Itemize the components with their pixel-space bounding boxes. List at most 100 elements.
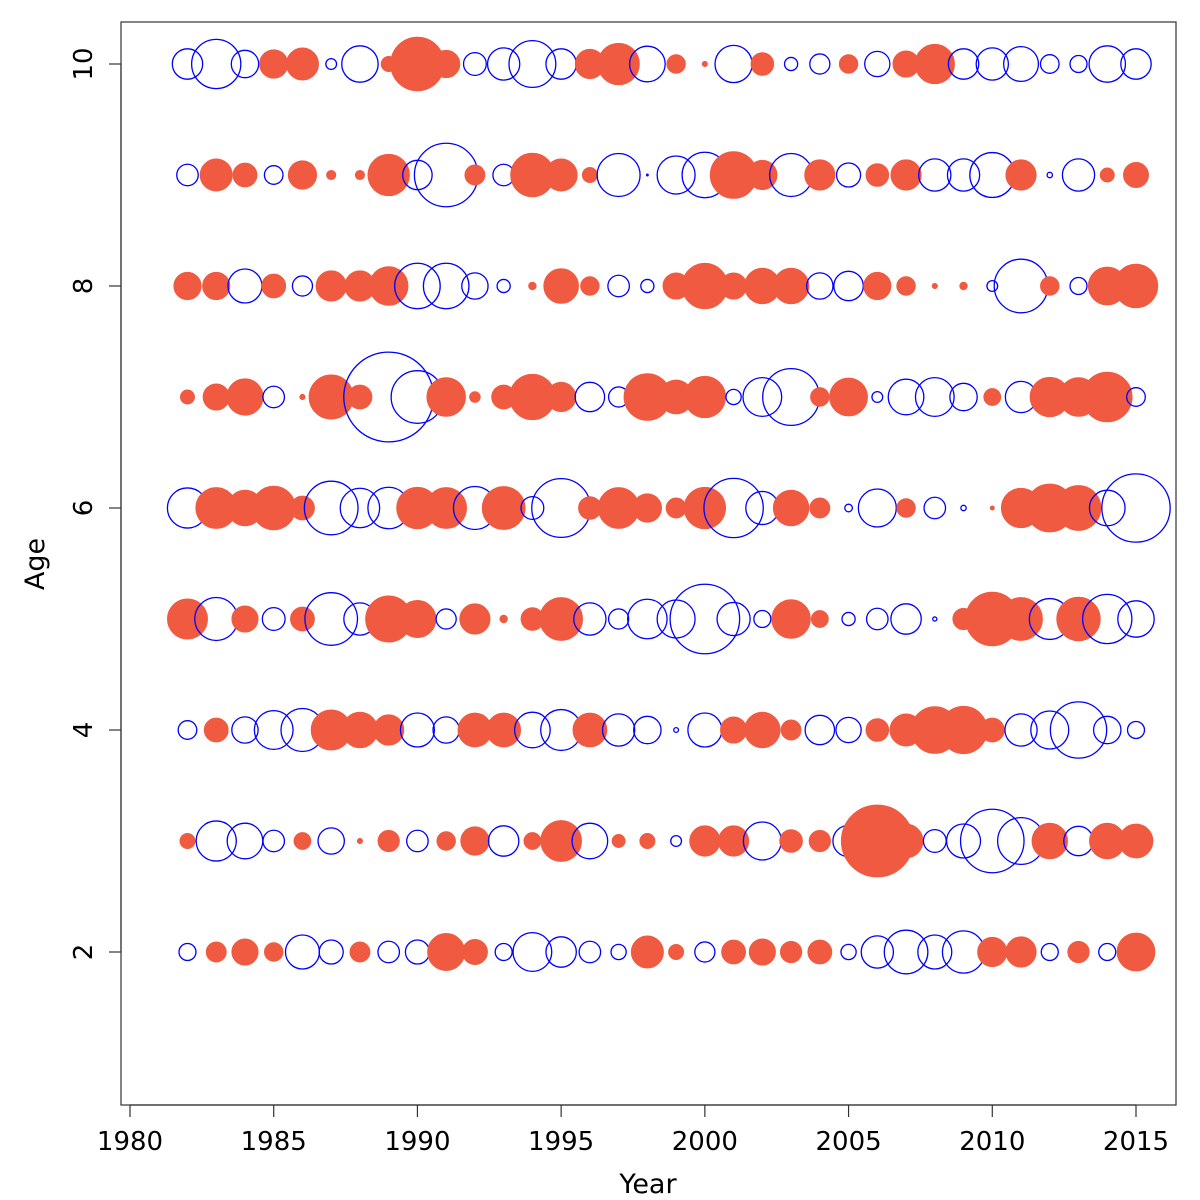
bubble-2004-age-7 (810, 387, 830, 407)
bubble-2002-age-10 (750, 52, 775, 76)
bubble-2014-age-5 (1082, 593, 1133, 645)
bubble-1984-age-2 (231, 938, 259, 966)
bubble-1997-age-5 (607, 608, 630, 630)
bubble-1988-age-2 (349, 941, 371, 963)
bubble-1983-age-4 (203, 717, 229, 743)
bubble-1999-age-4 (673, 726, 680, 734)
bubble-2006-age-5 (865, 607, 889, 631)
bubble-2015-age-5 (1117, 600, 1155, 638)
bubble-2001-age-7 (725, 388, 742, 406)
bubble-1982-age-8 (173, 271, 202, 301)
bubble-2003-age-8 (772, 267, 810, 305)
bubble-2015-age-4 (1126, 720, 1146, 740)
bubble-2009-age-10 (947, 48, 980, 80)
bubble-1984-age-4 (231, 716, 259, 744)
bubble-1993-age-6 (481, 486, 526, 530)
bubble-2011-age-4 (1004, 713, 1038, 747)
bubble-1991-age-8 (422, 262, 470, 310)
bubble-1990-age-2 (404, 939, 431, 965)
bubble-1998-age-3 (639, 833, 656, 849)
bubble-2015-age-6 (1101, 473, 1171, 543)
bubble-2014-age-4 (1092, 715, 1122, 745)
bubble-1989-age-4 (373, 714, 405, 746)
bubble-1999-age-2 (668, 944, 685, 960)
bubble-2008-age-2 (917, 934, 953, 970)
bubble-2015-age-9 (1123, 162, 1149, 188)
bubble-2004-age-9 (804, 159, 836, 191)
bubble-2005-age-5 (841, 611, 856, 627)
bubble-1998-age-9 (645, 173, 649, 177)
bubble-2003-age-3 (779, 829, 803, 853)
bubble-1984-age-7 (226, 378, 264, 416)
bubble-1988-age-10 (341, 45, 379, 83)
bubble-2007-age-6 (896, 498, 916, 518)
bubble-2013-age-4 (1049, 701, 1108, 759)
bubble-1986-age-3 (293, 832, 312, 850)
bubble-1992-age-10 (462, 51, 487, 77)
bubble-1983-age-7 (202, 383, 230, 411)
bubble-1992-age-2 (461, 939, 488, 965)
bubble-2003-age-2 (779, 940, 803, 964)
bubble-1985-age-9 (263, 165, 284, 185)
bubble-2008-age-10 (914, 43, 955, 85)
bubble-2004-age-3 (808, 829, 831, 853)
bubble-2000-age-7 (683, 375, 727, 419)
bubble-1988-age-9 (354, 169, 365, 181)
bubble-1985-age-7 (262, 385, 286, 409)
bubble-2013-age-6 (1055, 485, 1102, 531)
bubble-1991-age-3 (436, 831, 456, 851)
bubble-2005-age-4 (835, 716, 862, 744)
bubble-2012-age-9 (1046, 171, 1054, 179)
bubble-1982-age-3 (179, 833, 196, 849)
bubble-1985-age-6 (251, 485, 296, 531)
bubble-2003-age-10 (783, 56, 799, 72)
bubble-2004-age-5 (810, 610, 829, 628)
bubble-1989-age-9 (367, 153, 410, 197)
bubble-2000-age-4 (687, 712, 723, 748)
bubble-1987-age-2 (318, 939, 344, 965)
x-tick-label: 2010 (959, 1127, 1025, 1157)
bubble-1982-age-9 (176, 163, 199, 187)
bubble-layer (166, 36, 1171, 975)
bubble-1992-age-8 (461, 272, 489, 300)
bubble-1991-age-2 (427, 933, 466, 971)
bubble-2002-age-7 (742, 376, 783, 417)
bubble-1987-age-5 (304, 592, 359, 646)
bubble-1995-age-3 (540, 820, 582, 862)
bubble-2008-age-9 (918, 158, 952, 192)
bubble-1991-age-7 (426, 377, 466, 417)
bubble-1997-age-8 (607, 274, 631, 298)
bubble-1998-age-6 (632, 493, 662, 523)
bubble-2001-age-10 (714, 44, 753, 84)
bubble-1999-age-9 (656, 155, 696, 195)
bubble-2005-age-6 (844, 503, 854, 513)
bubble-2007-age-3 (888, 823, 924, 859)
bubble-1996-age-2 (578, 940, 602, 964)
bubble-2002-age-4 (744, 711, 781, 749)
bubble-2011-age-9 (1005, 159, 1037, 191)
bubble-2003-age-6 (772, 489, 810, 527)
bubble-2004-age-4 (804, 714, 836, 746)
bubble-2007-age-7 (887, 378, 925, 416)
bubble-1998-age-10 (628, 45, 666, 83)
x-tick-label: 1995 (528, 1127, 594, 1157)
y-tick-label: 6 (69, 500, 99, 517)
bubble-1994-age-2 (512, 932, 553, 973)
bubble-2005-age-8 (833, 270, 864, 302)
bubble-2001-age-3 (718, 825, 750, 857)
bubble-1995-age-2 (545, 936, 577, 968)
bubble-1988-age-4 (341, 711, 379, 749)
bubble-2012-age-2 (1040, 942, 1059, 962)
bubble-2007-age-8 (896, 276, 916, 296)
bubble-1998-age-5 (627, 598, 668, 640)
bubble-1999-age-6 (665, 497, 687, 519)
bubble-1997-age-3 (611, 834, 626, 848)
bubble-2014-age-2 (1098, 942, 1117, 962)
bubble-1997-age-4 (601, 713, 636, 747)
bubble-1983-age-10 (190, 38, 242, 90)
bubble-2010-age-6 (989, 505, 995, 511)
bubble-2001-age-5 (716, 601, 751, 637)
bubble-2009-age-9 (946, 158, 981, 192)
bubble-1995-age-9 (544, 158, 578, 192)
bubble-2000-age-10 (701, 60, 708, 68)
